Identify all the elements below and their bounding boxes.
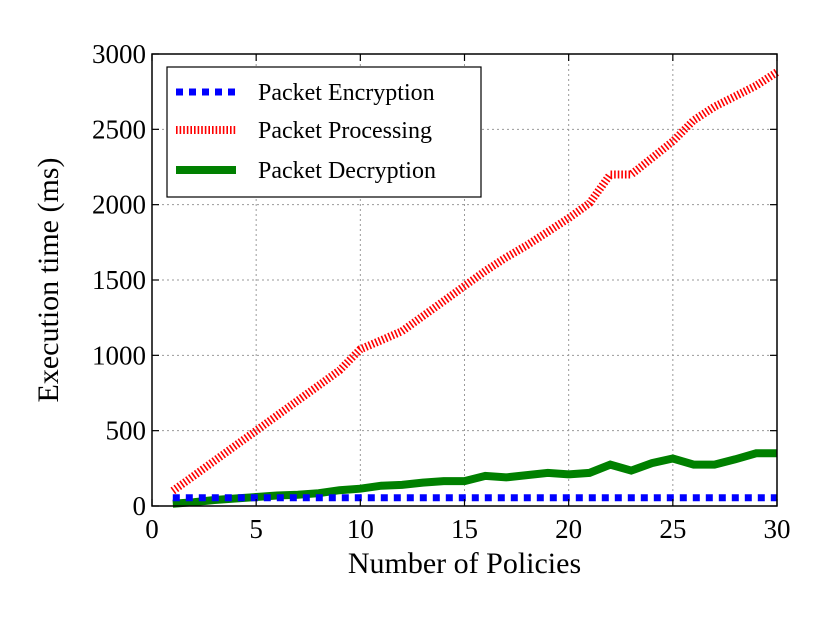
x-tick-label: 5 bbox=[249, 514, 263, 544]
y-tick-label: 0 bbox=[133, 491, 147, 521]
y-tick-label: 500 bbox=[106, 416, 147, 446]
x-tick-label: 15 bbox=[451, 514, 478, 544]
legend-label-packet-encryption: Packet Encryption bbox=[258, 80, 435, 106]
y-tick-label: 1000 bbox=[92, 340, 146, 370]
x-tick-label: 30 bbox=[764, 514, 791, 544]
ticks: 0 5 10 15 20 25 30 0 500 1000 1500 2000 2500 3000 bbox=[92, 39, 791, 544]
x-tick-label: 10 bbox=[347, 514, 374, 544]
x-tick-label: 0 bbox=[145, 514, 159, 544]
y-tick-label: 1500 bbox=[92, 265, 146, 295]
y-axis-title: Execution time (ms) bbox=[32, 158, 65, 403]
legend-label-packet-decryption: Packet Decryption bbox=[258, 158, 436, 184]
x-axis-title: Number of Policies bbox=[348, 547, 581, 580]
x-tick-label: 25 bbox=[659, 514, 686, 544]
series-layer bbox=[170, 68, 780, 508]
y-tick-label: 3000 bbox=[92, 39, 146, 69]
legend-label-packet-processing: Packet Processing bbox=[258, 118, 432, 144]
legend: Packet Encryption Packet Processing Pack… bbox=[166, 66, 482, 198]
series-line-packet-decryption bbox=[172, 449, 777, 508]
x-tick-label: 20 bbox=[555, 514, 582, 544]
y-tick-label: 2000 bbox=[92, 190, 146, 220]
y-tick-label: 2500 bbox=[92, 114, 146, 144]
